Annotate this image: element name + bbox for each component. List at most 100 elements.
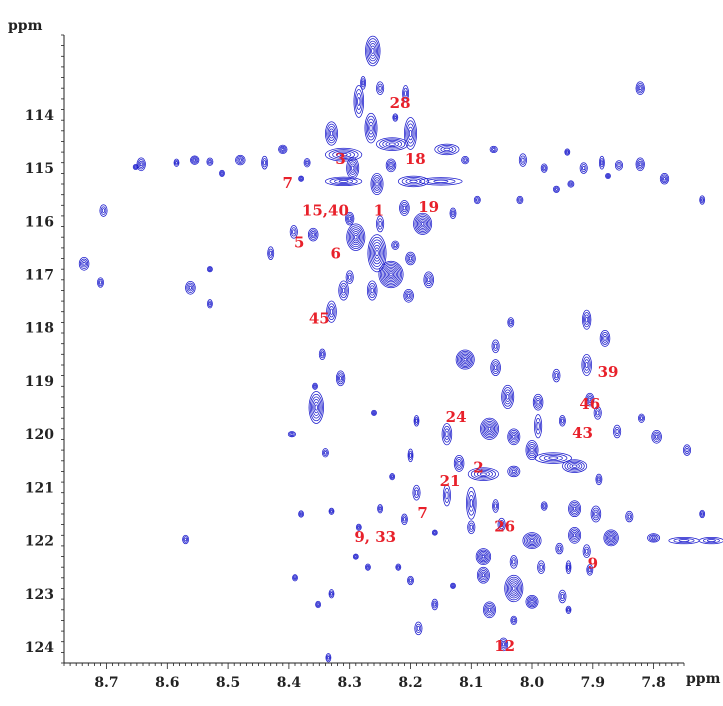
y-tick-label: 119 <box>25 374 54 390</box>
contour-line <box>588 567 592 573</box>
contour-line <box>638 413 645 423</box>
contour-line <box>330 592 333 596</box>
peak-label: 18 <box>405 150 426 168</box>
peak-label: 5 <box>294 234 304 252</box>
contour-line <box>371 175 383 193</box>
contour-line <box>520 155 526 165</box>
contour-line <box>559 416 565 425</box>
contour-line <box>673 538 695 544</box>
contour-peaks <box>78 35 723 663</box>
contour-line <box>346 272 353 282</box>
contour-peak <box>525 440 539 461</box>
contour-peak <box>419 177 463 186</box>
contour-line <box>413 487 420 499</box>
contour-peak <box>552 185 560 193</box>
contour-line <box>527 443 537 457</box>
contour-peak <box>315 600 321 609</box>
contour-line <box>353 85 365 118</box>
contour-line <box>510 557 517 567</box>
contour-line <box>366 280 378 301</box>
contour-line <box>207 266 213 273</box>
contour-line <box>585 361 589 369</box>
contour-line <box>571 505 578 513</box>
contour-line <box>385 158 397 173</box>
contour-line <box>537 560 546 574</box>
peak-label: 45 <box>309 310 330 328</box>
contour-peak <box>434 143 460 156</box>
contour-line <box>480 417 499 440</box>
contour-line <box>566 461 583 471</box>
contour-line <box>404 117 417 150</box>
contour-peak <box>522 532 542 549</box>
contour-line <box>504 391 511 402</box>
contour-line <box>562 459 588 473</box>
peak-label: 46 <box>579 395 600 413</box>
contour-line <box>506 394 510 400</box>
contour-line <box>299 177 303 180</box>
contour-line <box>371 48 375 54</box>
contour-line <box>368 282 377 299</box>
contour-line <box>328 149 359 161</box>
contour-line <box>324 147 363 162</box>
contour-line <box>582 165 586 171</box>
contour-line <box>340 285 347 296</box>
contour-line <box>455 457 464 470</box>
contour-line <box>587 396 593 404</box>
contour-peak <box>476 566 490 584</box>
contour-peak <box>581 353 592 377</box>
contour-line <box>298 175 304 182</box>
contour-line <box>376 81 385 95</box>
contour-line <box>566 150 569 154</box>
contour-line <box>371 410 377 416</box>
contour-line <box>334 178 354 184</box>
contour-line <box>475 548 492 565</box>
contour-line <box>187 284 194 292</box>
contour-peak <box>565 560 572 574</box>
contour-line <box>386 160 396 171</box>
contour-line <box>346 223 366 251</box>
contour-line <box>365 115 377 141</box>
contour-peak <box>345 270 354 284</box>
contour-line <box>378 506 382 511</box>
contour-line <box>530 600 534 604</box>
contour-line <box>590 505 602 523</box>
contour-line <box>366 118 376 138</box>
contour-peak <box>555 542 564 555</box>
contour-line <box>440 146 454 153</box>
contour-line <box>425 275 432 285</box>
contour-line <box>638 86 642 91</box>
contour-peak <box>540 501 548 511</box>
contour-peak <box>593 406 602 420</box>
contour-line <box>573 506 577 511</box>
contour-line <box>312 382 318 390</box>
contour-line <box>498 637 509 652</box>
contour-line <box>450 582 456 589</box>
peak-label: 26 <box>494 517 515 535</box>
contour-line <box>606 174 610 178</box>
contour-line <box>510 615 518 626</box>
contour-line <box>369 124 373 132</box>
contour-line <box>588 397 592 402</box>
contour-line <box>443 147 451 152</box>
contour-line <box>361 80 365 86</box>
contour-peak <box>466 486 477 520</box>
contour-line <box>614 426 620 437</box>
x-tick-label: 8.6 <box>155 675 179 691</box>
contour-line <box>651 430 662 444</box>
contour-line <box>320 352 324 357</box>
contour-line <box>403 87 409 100</box>
contour-peak <box>287 431 296 438</box>
contour-peak <box>378 260 404 289</box>
contour-line <box>605 532 617 544</box>
contour-line <box>427 277 431 283</box>
contour-line <box>494 365 498 370</box>
contour-line <box>370 172 384 196</box>
contour-line <box>298 510 304 518</box>
peak-label: 12 <box>494 637 515 655</box>
contour-peak <box>173 158 180 167</box>
contour-line <box>351 231 361 244</box>
contour-line <box>511 469 516 474</box>
contour-peak <box>389 473 396 481</box>
contour-line <box>569 182 573 186</box>
contour-line <box>293 576 297 580</box>
